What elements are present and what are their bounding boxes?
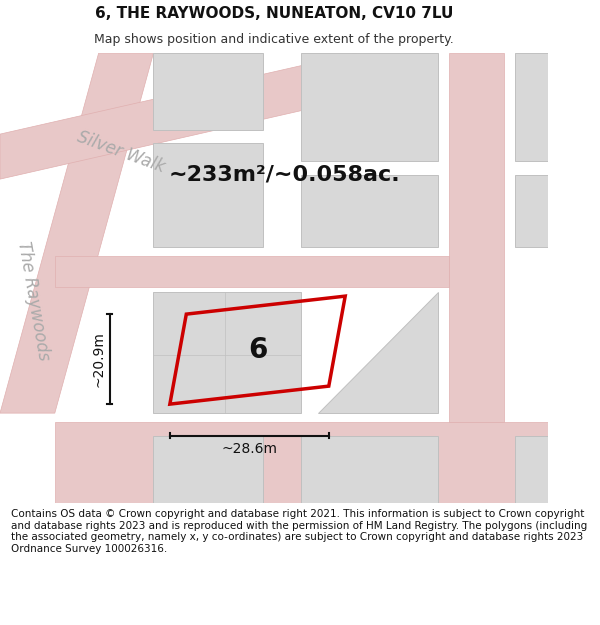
Text: ~28.6m: ~28.6m bbox=[221, 442, 277, 456]
Text: The Raywoods: The Raywoods bbox=[14, 239, 52, 362]
Text: ~233m²/~0.058ac.: ~233m²/~0.058ac. bbox=[169, 164, 401, 184]
Polygon shape bbox=[318, 292, 439, 413]
Text: 6: 6 bbox=[248, 336, 267, 364]
Polygon shape bbox=[515, 53, 548, 161]
Polygon shape bbox=[0, 53, 356, 179]
Polygon shape bbox=[449, 53, 504, 422]
Polygon shape bbox=[301, 174, 439, 247]
Polygon shape bbox=[515, 436, 548, 503]
Polygon shape bbox=[154, 436, 263, 503]
Polygon shape bbox=[55, 422, 548, 503]
Polygon shape bbox=[154, 53, 263, 129]
Text: Contains OS data © Crown copyright and database right 2021. This information is : Contains OS data © Crown copyright and d… bbox=[11, 509, 587, 554]
Text: ~20.9m: ~20.9m bbox=[92, 331, 106, 387]
Polygon shape bbox=[515, 174, 548, 247]
Text: Map shows position and indicative extent of the property.: Map shows position and indicative extent… bbox=[94, 33, 454, 46]
Polygon shape bbox=[301, 53, 439, 161]
Polygon shape bbox=[301, 436, 439, 503]
Polygon shape bbox=[55, 256, 449, 287]
Text: 6, THE RAYWOODS, NUNEATON, CV10 7LU: 6, THE RAYWOODS, NUNEATON, CV10 7LU bbox=[95, 6, 453, 21]
Text: Silver Walk: Silver Walk bbox=[74, 128, 167, 176]
Polygon shape bbox=[154, 143, 263, 247]
Polygon shape bbox=[154, 292, 301, 413]
Polygon shape bbox=[0, 53, 154, 413]
